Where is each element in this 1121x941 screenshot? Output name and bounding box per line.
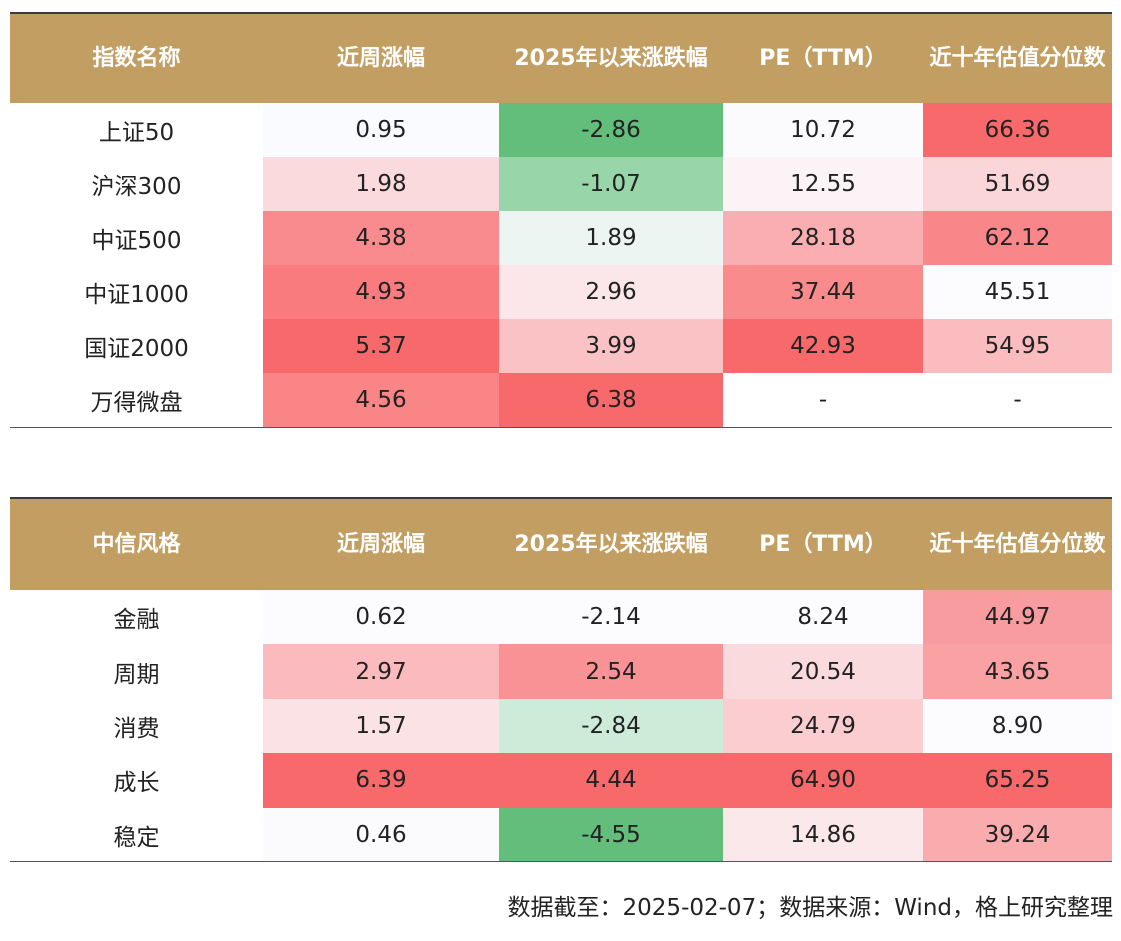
column-header-ytd-change: 2025年以来涨跌幅 <box>499 497 723 590</box>
citic-style-table: 中信风格 近周涨幅 2025年以来涨跌幅 PE（TTM） 近十年估值分位数 金融… <box>10 497 1112 863</box>
table-row: 周期 2.97 2.54 20.54 43.65 <box>10 644 1112 699</box>
cell-weekly-change: 5.37 <box>263 319 499 373</box>
cell-weekly-change: 2.97 <box>263 644 499 699</box>
cell-weekly-change: 4.38 <box>263 211 499 265</box>
cell-name: 沪深300 <box>10 157 263 211</box>
cell-ytd-change: -2.14 <box>499 590 723 645</box>
cell-pe-ttm: 37.44 <box>723 265 923 319</box>
cell-pe-ttm: 24.79 <box>723 698 923 754</box>
cell-name: 金融 <box>10 590 263 645</box>
cell-valuation-percentile: - <box>923 373 1112 428</box>
cell-pe-ttm: 42.93 <box>723 319 923 373</box>
table-row: 国证2000 5.37 3.99 42.93 54.95 <box>10 319 1112 373</box>
cell-weekly-change: 1.57 <box>263 698 499 754</box>
cell-name: 稳定 <box>10 807 263 863</box>
cell-name: 上证50 <box>10 103 263 157</box>
cell-ytd-change: 3.99 <box>499 319 723 373</box>
column-header-weekly-change: 近周涨幅 <box>263 497 499 590</box>
cell-name: 中证1000 <box>10 265 263 319</box>
cell-weekly-change: 0.46 <box>263 807 499 863</box>
cell-pe-ttm: 8.24 <box>723 590 923 645</box>
cell-pe-ttm: 20.54 <box>723 644 923 699</box>
cell-weekly-change: 6.39 <box>263 753 499 808</box>
cell-valuation-percentile: 39.24 <box>923 807 1112 863</box>
cell-ytd-change: -2.84 <box>499 698 723 754</box>
cell-weekly-change: 4.56 <box>263 373 499 428</box>
cell-name: 周期 <box>10 644 263 699</box>
cell-ytd-change: 6.38 <box>499 373 723 428</box>
table-row: 万得微盘 4.56 6.38- - <box>10 373 1112 428</box>
cell-ytd-change: 2.54 <box>499 644 723 699</box>
cell-pe-ttm: 12.55 <box>723 157 923 211</box>
table-row: 上证50 0.95 -2.86 10.72 66.36 <box>10 103 1112 157</box>
table-row: 沪深300 1.98 -1.07 12.55 51.69 <box>10 157 1112 211</box>
cell-pe-ttm: 14.86 <box>723 807 923 863</box>
table-header-row: 指数名称 近周涨幅 2025年以来涨跌幅 PE（TTM） 近十年估值分位数 <box>10 12 1112 103</box>
cell-weekly-change: 4.93 <box>263 265 499 319</box>
table-body: 金融 0.62 -2.14 8.24 44.97 周期 2.97 2.54 20.54 43.65… <box>10 590 1112 863</box>
cell-pe-ttm: - <box>723 373 923 428</box>
cell-name: 消费 <box>10 698 263 754</box>
cell-valuation-percentile: 66.36 <box>923 103 1112 157</box>
cell-valuation-percentile: 8.90 <box>923 698 1112 754</box>
cell-valuation-percentile: 65.25 <box>923 753 1112 808</box>
cell-valuation-percentile: 44.97 <box>923 590 1112 645</box>
cell-valuation-percentile: 51.69 <box>923 157 1112 211</box>
index-performance-table: 指数名称 近周涨幅 2025年以来涨跌幅 PE（TTM） 近十年估值分位数 上证… <box>10 12 1112 428</box>
cell-pe-ttm: 28.18 <box>723 211 923 265</box>
column-header-weekly-change: 近周涨幅 <box>263 12 499 103</box>
cell-ytd-change: -2.86 <box>499 103 723 157</box>
column-header-ytd-change: 2025年以来涨跌幅 <box>499 12 723 103</box>
cell-pe-ttm: 64.90 <box>723 753 923 808</box>
table-row: 成长 6.39 4.44 64.90 65.25 <box>10 753 1112 808</box>
table-body: 上证50 0.95 -2.86 10.72 66.36 沪深300 1.98 -1.07 12.… <box>10 103 1112 428</box>
cell-name: 成长 <box>10 753 263 808</box>
cell-name: 国证2000 <box>10 319 263 373</box>
source-note: 数据截至：2025-02-07；数据来源：Wind，格上研究整理 <box>507 895 1113 921</box>
cell-valuation-percentile: 62.12 <box>923 211 1112 265</box>
cell-weekly-change: 0.95 <box>263 103 499 157</box>
table-row: 消费 1.57 -2.84 24.79 8.90 <box>10 698 1112 754</box>
table-row: 中证1000 4.93 2.96 37.44 45.51 <box>10 265 1112 319</box>
cell-ytd-change: -4.55 <box>499 807 723 863</box>
cell-ytd-change: 1.89 <box>499 211 723 265</box>
cell-ytd-change: 4.44 <box>499 753 723 808</box>
table-header-row: 中信风格 近周涨幅 2025年以来涨跌幅 PE（TTM） 近十年估值分位数 <box>10 497 1112 590</box>
column-header-valuation-percentile: 近十年估值分位数 <box>923 12 1112 103</box>
table-row: 金融 0.62 -2.14 8.24 44.97 <box>10 590 1112 645</box>
column-header-valuation-percentile: 近十年估值分位数 <box>923 497 1112 590</box>
column-header-index-name: 指数名称 <box>10 12 263 103</box>
cell-pe-ttm: 10.72 <box>723 103 923 157</box>
cell-name: 中证500 <box>10 211 263 265</box>
cell-valuation-percentile: 43.65 <box>923 644 1112 699</box>
cell-ytd-change: 2.96 <box>499 265 723 319</box>
cell-weekly-change: 1.98 <box>263 157 499 211</box>
cell-weekly-change: 0.62 <box>263 590 499 645</box>
cell-ytd-change: -1.07 <box>499 157 723 211</box>
cell-name: 万得微盘 <box>10 373 263 428</box>
cell-valuation-percentile: 54.95 <box>923 319 1112 373</box>
column-header-pe-ttm: PE（TTM） <box>723 12 923 103</box>
cell-valuation-percentile: 45.51 <box>923 265 1112 319</box>
column-header-pe-ttm: PE（TTM） <box>723 497 923 590</box>
table-row: 中证500 4.38 1.89 28.18 62.12 <box>10 211 1112 265</box>
table-row: 稳定 0.46 -4.55 14.86 39.24 <box>10 807 1112 863</box>
column-header-style-name: 中信风格 <box>10 497 263 590</box>
